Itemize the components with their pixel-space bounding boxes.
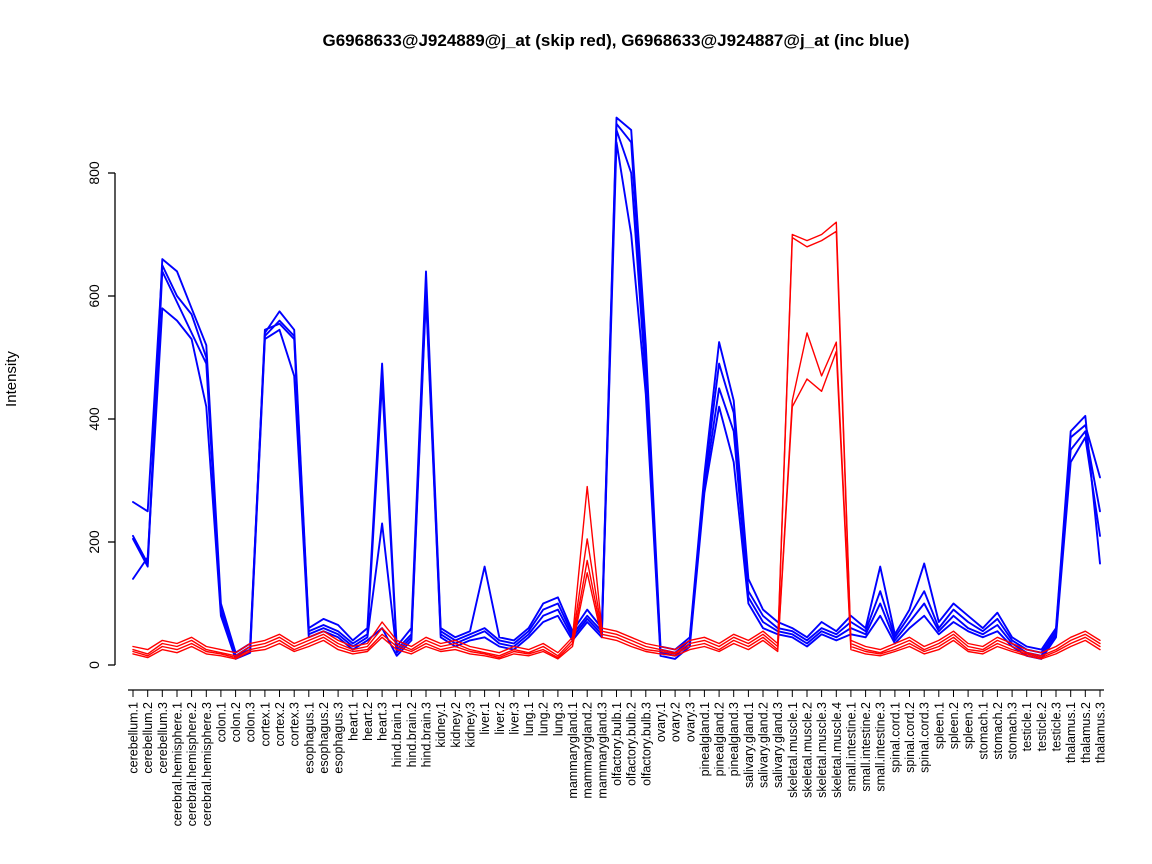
y-tick-label: 600 <box>86 284 102 308</box>
x-tick-label: small.intestine.2 <box>859 702 873 792</box>
x-tick-label: olfactory.bulb.3 <box>639 702 653 786</box>
x-tick-label: cortex.1 <box>258 702 272 747</box>
x-tick-label: cerebellum.1 <box>127 702 141 774</box>
x-tick-label: hind.brain.1 <box>390 702 404 767</box>
x-tick-label: stomach.3 <box>1006 702 1020 760</box>
x-tick-label: spleen.1 <box>932 702 946 749</box>
x-tick-label: kidney.2 <box>449 702 463 748</box>
series-line-J924887_inc_blue_1 <box>132 116 1101 654</box>
x-tick-label: esophagus.1 <box>302 702 316 774</box>
x-tick-label: olfactory.bulb.2 <box>625 702 639 786</box>
x-tick-label: stomach.1 <box>976 702 990 760</box>
x-tick-label: thalamus.1 <box>1064 702 1078 763</box>
x-tick-label: heart.3 <box>376 702 390 741</box>
x-tick-label: small.intestine.1 <box>844 702 858 792</box>
x-tick-label: hind.brain.2 <box>405 702 419 767</box>
series-line-J924887_inc_blue_2 <box>132 122 1101 657</box>
x-tick-label: heart.1 <box>346 702 360 741</box>
x-tick-label: colon.2 <box>229 702 243 742</box>
y-tick-label: 0 <box>86 661 102 669</box>
x-tick-label: esophagus.2 <box>317 702 331 774</box>
x-tick-label: pinealgland.1 <box>698 702 712 776</box>
x-tick-label: lung.3 <box>551 702 565 736</box>
x-tick-label: salivary.gland.1 <box>742 702 756 788</box>
y-tick-label: 800 <box>86 161 102 185</box>
x-tick-label: testicle.1 <box>1020 702 1034 751</box>
x-tick-label: pinealgland.3 <box>727 702 741 776</box>
x-tick-label: thalamus.3 <box>1094 702 1108 763</box>
x-tick-label: testicle.2 <box>1035 702 1049 751</box>
x-tick-label: heart.2 <box>361 702 375 741</box>
x-tick-label: ovary.2 <box>669 702 683 742</box>
x-tick-label: cerebellum.2 <box>141 702 155 774</box>
x-tick-label: mammarygland.2 <box>581 702 595 799</box>
x-tick-label: cortex.2 <box>273 702 287 747</box>
x-tick-label: cortex.3 <box>288 702 302 747</box>
x-tick-label: liver.1 <box>478 702 492 735</box>
x-tick-label: cerebral.hemisphere.3 <box>200 702 214 826</box>
x-tick-label: esophagus.3 <box>332 702 346 774</box>
x-tick-label: skeletal.muscle.3 <box>815 702 829 798</box>
x-tick-label: lung.1 <box>522 702 536 736</box>
x-tick-label: skeletal.muscle.1 <box>786 702 800 798</box>
x-tick-label: colon.3 <box>244 702 258 742</box>
x-tick-label: salivary.gland.2 <box>757 702 771 788</box>
x-tick-label: mammarygland.1 <box>566 702 580 799</box>
x-tick-label: spleen.3 <box>962 702 976 749</box>
series-line-J924889_skip_red_3 <box>132 332 1101 659</box>
x-tick-label: stomach.2 <box>991 702 1005 760</box>
x-tick-label: liver.2 <box>493 702 507 735</box>
x-tick-label: kidney.1 <box>434 702 448 748</box>
y-tick-label: 400 <box>86 407 102 431</box>
x-tick-label: small.intestine.3 <box>874 702 888 792</box>
series-line-J924887_inc_blue_3 <box>132 129 1101 657</box>
x-tick-label: mammarygland.3 <box>595 702 609 799</box>
series-line-J924887_inc_blue_4 <box>132 141 1101 660</box>
series-line-J924889_skip_red_4 <box>132 350 1101 660</box>
x-tick-label: pinealgland.2 <box>713 702 727 776</box>
x-tick-label: skeletal.muscle.2 <box>801 702 815 798</box>
x-tick-label: spinal.cord.3 <box>918 702 932 773</box>
series-line-J924889_skip_red_2 <box>132 230 1101 657</box>
x-tick-label: spinal.cord.1 <box>888 702 902 773</box>
x-tick-label: testicle.3 <box>1050 702 1064 751</box>
x-tick-label: liver.3 <box>507 702 521 735</box>
series-line-J924889_skip_red_1 <box>132 221 1101 654</box>
x-tick-label: lung.2 <box>537 702 551 736</box>
x-tick-label: salivary.gland.3 <box>771 702 785 788</box>
x-tick-label: spinal.cord.2 <box>903 702 917 773</box>
x-tick-label: cerebral.hemisphere.1 <box>171 702 185 826</box>
y-axis-title: Intensity <box>3 351 20 407</box>
y-tick-label: 200 <box>86 530 102 554</box>
series-layer <box>132 116 1101 660</box>
x-tick-label: ovary.1 <box>654 702 668 742</box>
x-tick-label: ovary.3 <box>683 702 697 742</box>
x-tick-label: cerebellum.3 <box>156 702 170 774</box>
x-tick-label: hind.brain.3 <box>420 702 434 767</box>
x-tick-label: olfactory.bulb.1 <box>610 702 624 786</box>
x-tick-label: thalamus.2 <box>1079 702 1093 763</box>
x-tick-label: colon.1 <box>214 702 228 742</box>
x-tick-label: spleen.2 <box>947 702 961 749</box>
x-tick-label: kidney.3 <box>464 702 478 748</box>
chart-title: G6968633@J924889@j_at (skip red), G69686… <box>322 31 909 50</box>
x-tick-label: cerebral.hemisphere.2 <box>185 702 199 826</box>
x-tick-label: skeletal.muscle.4 <box>830 702 844 798</box>
